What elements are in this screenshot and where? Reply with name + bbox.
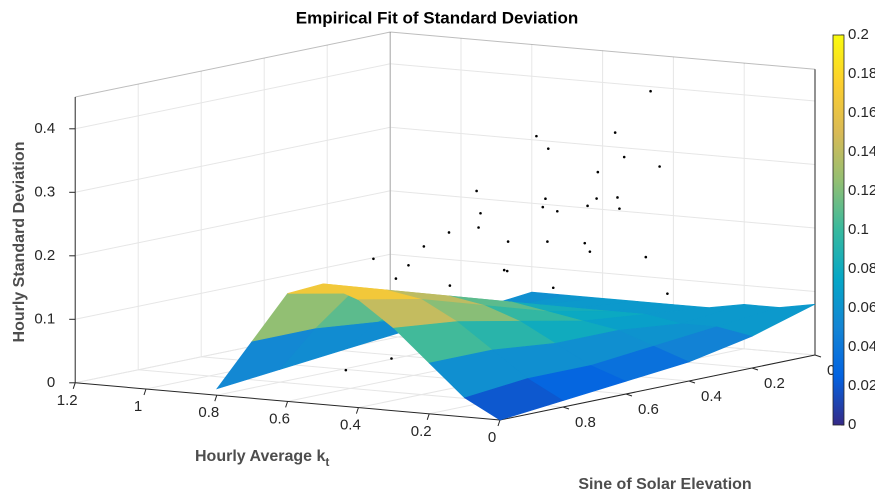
colorbar-tick-label: 0.12 [848,182,875,199]
scatter-point [586,204,589,208]
tick [72,382,76,389]
x-axis-label-sub: t [325,455,329,469]
scatter-point [535,134,538,138]
surface [216,283,816,421]
scatter-point [618,207,621,210]
scatter-point [556,209,559,213]
scatter-point [479,211,482,215]
z-tick-label: 0.3 [34,183,55,200]
tick [751,367,759,371]
box-edge [390,31,816,70]
x-tick-label: 0.4 [340,417,361,434]
scatter-point [475,189,478,193]
tick [426,413,430,420]
y-tick-label: 0 [827,362,835,379]
grid-line [75,126,391,193]
z-tick-label: 0.4 [34,120,55,137]
scatter-point [544,197,547,200]
scatter-point [666,292,669,295]
scatter-point [477,226,480,229]
box-edge [75,31,391,98]
scatter-point [658,165,661,168]
colorbar-tick-label: 0.08 [848,260,875,277]
tick [814,354,822,358]
scatter-point [596,170,600,174]
colorbar-tick-label: 0.04 [848,338,875,355]
scatter-point [649,89,652,93]
scatter-point [622,155,626,159]
x-axis-label: Hourly Average kt [195,448,329,469]
scatter-point [422,245,426,248]
colorbar [832,34,845,426]
tick [497,419,501,427]
labels: 00.10.20.30.400.20.40.60.811.200.20.40.6… [34,26,875,446]
scatter-point [505,269,509,273]
y-tick-label: 0.2 [764,375,785,392]
z-tick-label: 0 [47,374,55,391]
scatter-point [372,257,375,261]
tick [285,401,289,408]
y-axis [499,354,816,421]
grid-line [75,253,391,320]
scatter-point [447,231,451,234]
scatter-point [644,255,648,259]
scatter-point [506,240,510,243]
y-tick-label: 0.8 [575,414,596,431]
colorbar-tick-label: 0.14 [848,143,875,160]
scatter-point [502,268,506,272]
x-tick-label: 1.2 [57,392,78,409]
scatter-point [613,131,617,134]
grid-line [75,190,391,257]
scatter-point [551,286,555,290]
colorbar-tick-label: 0.16 [848,104,875,121]
x-axis-label-main: Hourly Average k [195,448,326,465]
tick [143,388,147,396]
x-tick-label: 0.6 [269,410,290,427]
scatter-point [390,357,393,360]
colorbar-tick-label: 0 [848,416,856,433]
scatter-point [588,250,592,253]
x-tick-label: 0.2 [411,423,432,440]
scatter-point [541,205,545,209]
scatter-point [546,240,549,243]
scatter-point [344,368,348,372]
scatter-point [394,277,398,280]
z-tick-label: 0.1 [34,310,55,327]
chart-title: Empirical Fit of Standard Deviation [296,8,578,27]
z-axis-label: Hourly Standard Deviation [11,142,28,343]
scatter-point [616,196,619,199]
x-tick-label: 0.8 [198,404,219,421]
scatter-point [595,197,598,200]
x-tick-label: 1 [134,398,142,415]
colorbar-tick-label: 0.2 [848,26,869,43]
x-tick-label: 0 [488,429,496,446]
tick [214,395,218,402]
tick [688,380,696,384]
tick [625,393,633,397]
tick [562,406,570,410]
tick [355,407,359,414]
colorbar-tick-label: 0.02 [848,377,875,394]
y-tick-label: 0.4 [701,388,722,405]
y-tick-label: 0.6 [638,401,659,418]
y-axis-label: Sine of Solar Elevation [578,476,751,493]
scatter-point [546,147,550,150]
colorbar-tick-label: 0.1 [848,221,869,238]
z-tick-label: 0.2 [34,247,55,264]
colorbar-tick-label: 0.06 [848,299,875,316]
scatter-point [407,263,410,267]
colorbar-tick-label: 0.18 [848,65,875,82]
grid-line [75,63,391,130]
scatter-point [583,241,587,245]
surface-patch [463,378,564,421]
scatter-point [448,284,452,287]
